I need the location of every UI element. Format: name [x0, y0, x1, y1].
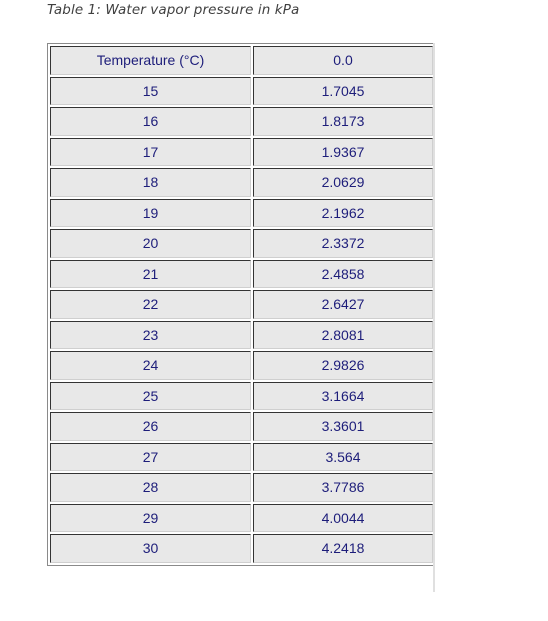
cell-temperature: 20 — [50, 229, 251, 258]
cell-temperature: 18 — [50, 168, 251, 197]
table-header-row: Temperature (°C) 0.0 — [50, 46, 433, 75]
header-pressure: 0.0 — [253, 46, 433, 75]
table-row: 25 3.1664 — [50, 381, 433, 410]
cell-temperature: 26 — [50, 412, 251, 441]
header-temperature: Temperature (°C) — [50, 46, 251, 75]
table-row: 26 3.3601 — [50, 412, 433, 441]
table-row: 17 1.9367 — [50, 137, 433, 166]
vapor-pressure-table: Temperature (°C) 0.0 15 1.7045 16 1.8173… — [47, 43, 435, 566]
cell-pressure: 2.4858 — [253, 259, 433, 288]
cell-temperature: 15 — [50, 76, 251, 105]
cell-pressure: 2.6427 — [253, 290, 433, 319]
table-row: 23 2.8081 — [50, 320, 433, 349]
table-row: 16 1.8173 — [50, 107, 433, 136]
cell-pressure: 3.564 — [253, 442, 433, 471]
cell-pressure: 2.8081 — [253, 320, 433, 349]
cell-temperature: 24 — [50, 351, 251, 380]
table-row: 22 2.6427 — [50, 290, 433, 319]
table-row: 28 3.7786 — [50, 473, 433, 502]
cell-pressure: 2.9826 — [253, 351, 433, 380]
cell-temperature: 21 — [50, 259, 251, 288]
cell-pressure: 3.3601 — [253, 412, 433, 441]
cell-temperature: 29 — [50, 503, 251, 532]
cell-temperature: 30 — [50, 534, 251, 563]
table-caption: Table 1: Water vapor pressure in kPa — [47, 2, 300, 18]
cell-pressure: 1.8173 — [253, 107, 433, 136]
cell-pressure: 4.0044 — [253, 503, 433, 532]
table-row: 27 3.564 — [50, 442, 433, 471]
cell-temperature: 17 — [50, 137, 251, 166]
cell-pressure: 4.2418 — [253, 534, 433, 563]
table-row: 21 2.4858 — [50, 259, 433, 288]
cell-pressure: 3.1664 — [253, 381, 433, 410]
table-row: 18 2.0629 — [50, 168, 433, 197]
table-row: 20 2.3372 — [50, 229, 433, 258]
cell-pressure: 2.1962 — [253, 198, 433, 227]
cell-pressure: 2.0629 — [253, 168, 433, 197]
cell-temperature: 23 — [50, 320, 251, 349]
table-row: 19 2.1962 — [50, 198, 433, 227]
cell-pressure: 1.9367 — [253, 137, 433, 166]
table-right-edge — [433, 43, 435, 592]
table-row: 30 4.2418 — [50, 534, 433, 563]
cell-pressure: 1.7045 — [253, 76, 433, 105]
cell-temperature: 28 — [50, 473, 251, 502]
cell-temperature: 25 — [50, 381, 251, 410]
cell-pressure: 2.3372 — [253, 229, 433, 258]
table-row: 15 1.7045 — [50, 76, 433, 105]
table-row: 24 2.9826 — [50, 351, 433, 380]
table-row: 29 4.0044 — [50, 503, 433, 532]
cell-temperature: 27 — [50, 442, 251, 471]
cell-temperature: 19 — [50, 198, 251, 227]
cell-temperature: 16 — [50, 107, 251, 136]
cell-pressure: 3.7786 — [253, 473, 433, 502]
cell-temperature: 22 — [50, 290, 251, 319]
